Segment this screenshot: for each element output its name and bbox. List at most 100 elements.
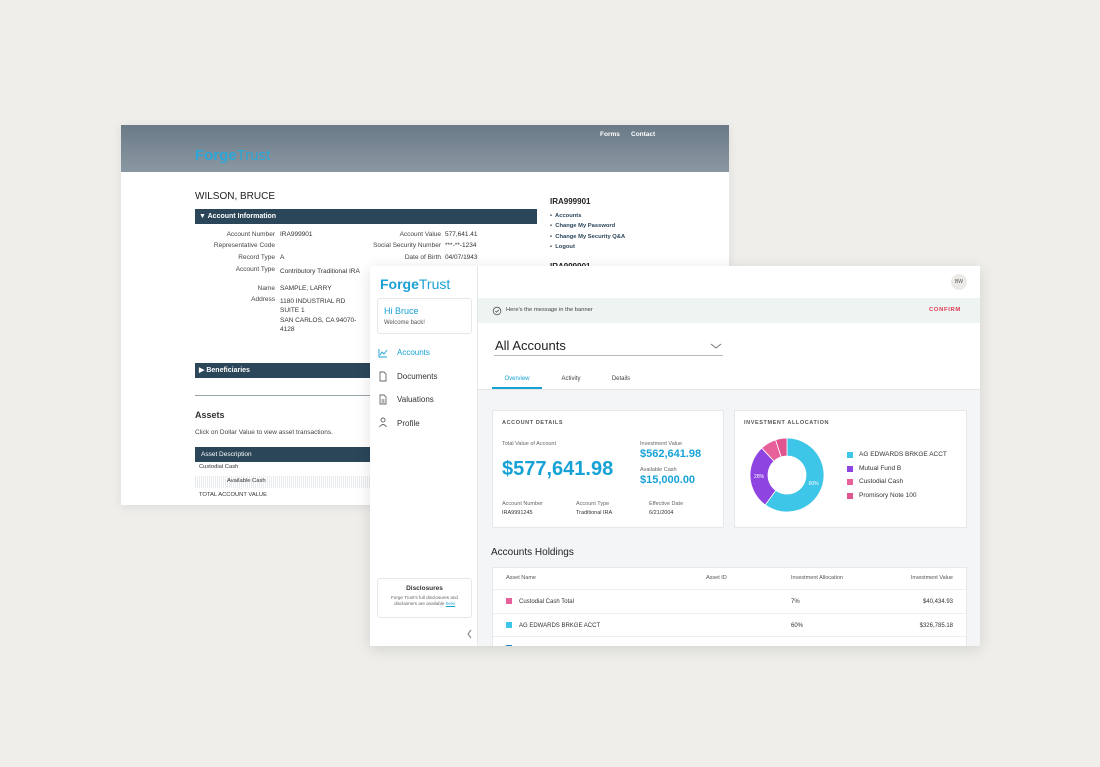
sidebar-link[interactable]: • Logout [550, 244, 575, 251]
app-window: ForgeTrust Hi Bruce Welcome back! Accoun… [370, 266, 980, 646]
field-value: ***-**-1234 [445, 242, 477, 249]
donut-chart: 60% 28% [749, 437, 825, 513]
banner-action[interactable]: CONFIRM [929, 307, 961, 313]
label: Account Number [502, 501, 543, 507]
address-line: SUITE 1 [280, 307, 305, 315]
field-label: Representative Code [213, 242, 275, 249]
column-header: Asset Name [506, 575, 536, 581]
section-title: Beneficiaries [206, 367, 250, 374]
banner [478, 298, 980, 323]
label: Total Value of Account [502, 441, 557, 447]
value: IRA9991245 [502, 510, 533, 516]
address-line: SAN CARLOS, CA 94070-4128 [280, 316, 357, 334]
greeting: Hi Bruce [384, 306, 419, 316]
allocation: 60% [791, 622, 804, 629]
asset-row: TOTAL ACCOUNT VALUE [199, 492, 267, 498]
select-chevron[interactable] [710, 342, 722, 350]
label: Investment Value [640, 441, 683, 447]
field-value: SAMPLE, LARRY [280, 285, 332, 292]
tab[interactable]: Activity [561, 376, 581, 382]
field-label: Account Type [235, 266, 275, 273]
color-swatch [506, 598, 512, 604]
icon-accounts [378, 349, 388, 358]
asset-row: Available Cash [227, 478, 266, 484]
icon-valuations [379, 394, 387, 405]
value: Traditional IRA [576, 510, 613, 516]
sidebar-link[interactable]: • Change My Security Q&A [550, 233, 626, 240]
sidebar [370, 266, 478, 646]
allocation-card: INVESTMENT ALLOCATION 60% 28% AG EDWARDS … [734, 410, 967, 528]
legend-label: Promisory Note 100 [859, 491, 917, 499]
link-text[interactable]: Change My Security Q&A [555, 233, 626, 240]
tab[interactable]: Details [611, 376, 631, 382]
field-value: 577,641.41 [445, 231, 478, 238]
value: $40,434.93 [922, 599, 953, 605]
legend-swatch [847, 479, 853, 485]
section-bar[interactable]: ▼ Account Information [195, 209, 537, 224]
field-value: Contributory Traditional IRA [280, 268, 360, 275]
investment-value: $562,641.98 [640, 448, 702, 460]
link[interactable]: here [445, 601, 455, 607]
table-row: Mutual Fund B28%$161,338.35 [493, 636, 966, 646]
customer-name: WILSON, BRUCE [195, 191, 276, 202]
legend-label: AG EDWARDS BRKGE ACCT [859, 451, 947, 458]
logo-part: Forge [195, 147, 237, 164]
logo: ForgeTrust [380, 277, 450, 291]
disclosures-title: Disclosures [406, 585, 443, 592]
field-label: Address [251, 296, 275, 303]
total-value: $577,641.98 [502, 458, 614, 480]
field-value: A [280, 254, 285, 261]
tab[interactable]: Overview [504, 376, 530, 382]
avatar[interactable]: BW [951, 274, 967, 290]
sidebar-link[interactable]: • Accounts [550, 213, 582, 219]
select-underline [494, 355, 723, 356]
field-label: Name [257, 285, 275, 292]
sidebar-links: • Accounts • Change My Password • Change… [550, 211, 625, 253]
disclosures-text: Forge Trust's full disclosures and discl… [382, 595, 467, 607]
section-title: Account Information [207, 213, 277, 220]
address-line: 1180 INDUSTRIAL RD [280, 298, 346, 305]
table-row: Custodial Cash Total 7% $40,434.93 [493, 589, 966, 613]
link-text[interactable]: Logout [555, 244, 575, 251]
value: 6/21/2004 [649, 510, 674, 516]
legend-label: Mutual Fund B [859, 464, 902, 472]
welcome-card: Hi Bruce Welcome back! [377, 298, 472, 334]
field-value: IRA999901 [280, 231, 313, 238]
nav-link[interactable]: Forms [600, 131, 620, 138]
collapse[interactable] [466, 629, 474, 639]
nav-icons [378, 349, 388, 428]
legend-swatch [847, 492, 853, 499]
data-label: 28% [754, 474, 765, 480]
donut-segment [775, 437, 788, 458]
nav-item[interactable]: Valuations [397, 395, 434, 404]
column-header: Investment Allocation [791, 575, 843, 581]
icon-documents [379, 371, 387, 382]
nav-link[interactable]: Contact [631, 131, 656, 138]
legend-label: Custodial Cash [859, 478, 904, 485]
sidebar-link[interactable]: • Change My Password [550, 223, 616, 230]
link-text[interactable]: Change My Password [555, 223, 616, 230]
address: 1180 INDUSTRIAL RD SUITE 1 SAN CARLOS, C… [280, 297, 362, 335]
link-text[interactable]: Accounts [555, 213, 582, 219]
value: $326,785.18 [919, 622, 953, 629]
legacy-header [121, 125, 729, 172]
column-header: Asset Description [201, 451, 252, 458]
nav-item[interactable]: Documents [397, 372, 438, 381]
color-swatch [506, 621, 512, 628]
welcome: Welcome back! [384, 320, 425, 326]
tab-indicator [492, 387, 542, 389]
divider [195, 395, 537, 396]
check-icon [492, 306, 502, 316]
nav-item[interactable]: Accounts [397, 348, 430, 357]
label: Account Type [576, 501, 610, 507]
asset-name: Custodial Cash Total [519, 599, 574, 605]
assets-title: Assets [195, 410, 225, 420]
field-label: Account Value [399, 231, 441, 238]
logo-part: Trust [418, 276, 451, 292]
field-label: Record Type [238, 254, 275, 261]
account-select[interactable]: All Accounts [495, 338, 566, 353]
nav-item[interactable]: Profile [397, 419, 420, 428]
label: Effective Date [649, 501, 684, 507]
data-label: 60% [809, 481, 820, 487]
allocation: 7% [791, 599, 800, 605]
